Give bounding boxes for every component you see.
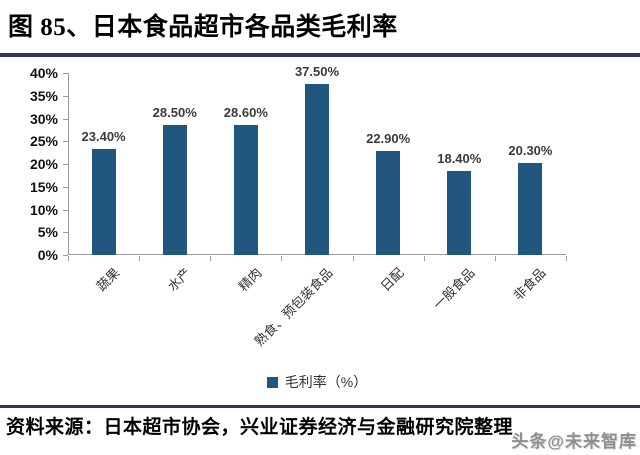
y-tick-label: 5%	[37, 224, 58, 241]
y-tick-label: 15%	[29, 178, 58, 195]
x-tick-mark	[423, 256, 425, 261]
legend-swatch	[266, 376, 278, 388]
legend-item: 毛利率（%）	[266, 372, 368, 392]
bar-value-label: 22.90%	[366, 130, 411, 146]
y-tick-mark	[63, 141, 68, 143]
figure-title: 图 85、日本食品超市各品类毛利率	[8, 14, 398, 41]
bar	[376, 150, 401, 255]
bar-value-label: 23.40%	[81, 128, 126, 144]
y-tick-mark	[63, 118, 68, 120]
bar-chart: 毛利率（%） 0% 5% 10% 15% 20% 25% 30% 35% 40% 23.40% 蔬果…	[0, 57, 640, 405]
y-tick-label: 35%	[29, 87, 58, 104]
x-tick-mark	[139, 256, 141, 261]
y-tick-mark	[63, 209, 68, 211]
y-tick-label: 10%	[29, 201, 58, 218]
y-tick-mark	[63, 164, 68, 165]
y-tick-label: 0%	[37, 247, 58, 263]
chart-legend: 毛利率（%）	[68, 372, 566, 393]
figure-header: 图 85、日本食品超市各品类毛利率	[0, 0, 640, 53]
footer-divider	[0, 405, 640, 408]
bar-value-label: 18.40%	[437, 151, 482, 167]
y-tick-mark	[63, 73, 68, 74]
bar	[162, 125, 187, 255]
bar	[233, 124, 258, 255]
bar	[305, 84, 329, 255]
watermark: 头条@未来智库	[511, 432, 637, 451]
figure-footer: 资料来源：日本超市协会，兴业证券经济与金融研究院整理 头条@未来智库	[0, 408, 640, 455]
y-tick-label: 25%	[29, 133, 58, 150]
x-tick-mark	[281, 256, 283, 261]
bar-value-label: 20.30%	[508, 142, 553, 158]
bar-value-label: 28.60%	[223, 104, 268, 120]
y-tick-label: 20%	[29, 156, 58, 172]
bar	[518, 162, 543, 255]
bar	[447, 171, 472, 255]
y-tick-label: 40%	[29, 65, 58, 81]
y-tick-label: 30%	[29, 110, 58, 127]
title-divider	[0, 53, 640, 57]
x-tick-mark	[566, 256, 567, 261]
bar	[91, 148, 116, 255]
x-tick-mark	[352, 256, 354, 261]
x-tick-mark	[210, 256, 212, 261]
bar-value-label: 37.50%	[294, 64, 340, 80]
legend-label: 毛利率（%）	[284, 374, 368, 390]
bar-value-label: 28.50%	[152, 105, 197, 121]
x-tick-mark	[494, 256, 496, 261]
y-tick-mark	[63, 232, 68, 234]
y-tick-mark	[63, 255, 68, 256]
y-tick-mark	[63, 186, 68, 188]
y-tick-mark	[63, 95, 68, 97]
source-text: 资料来源：日本超市协会，兴业证券经济与金融研究院整理	[6, 417, 514, 438]
x-tick-mark	[68, 256, 69, 261]
